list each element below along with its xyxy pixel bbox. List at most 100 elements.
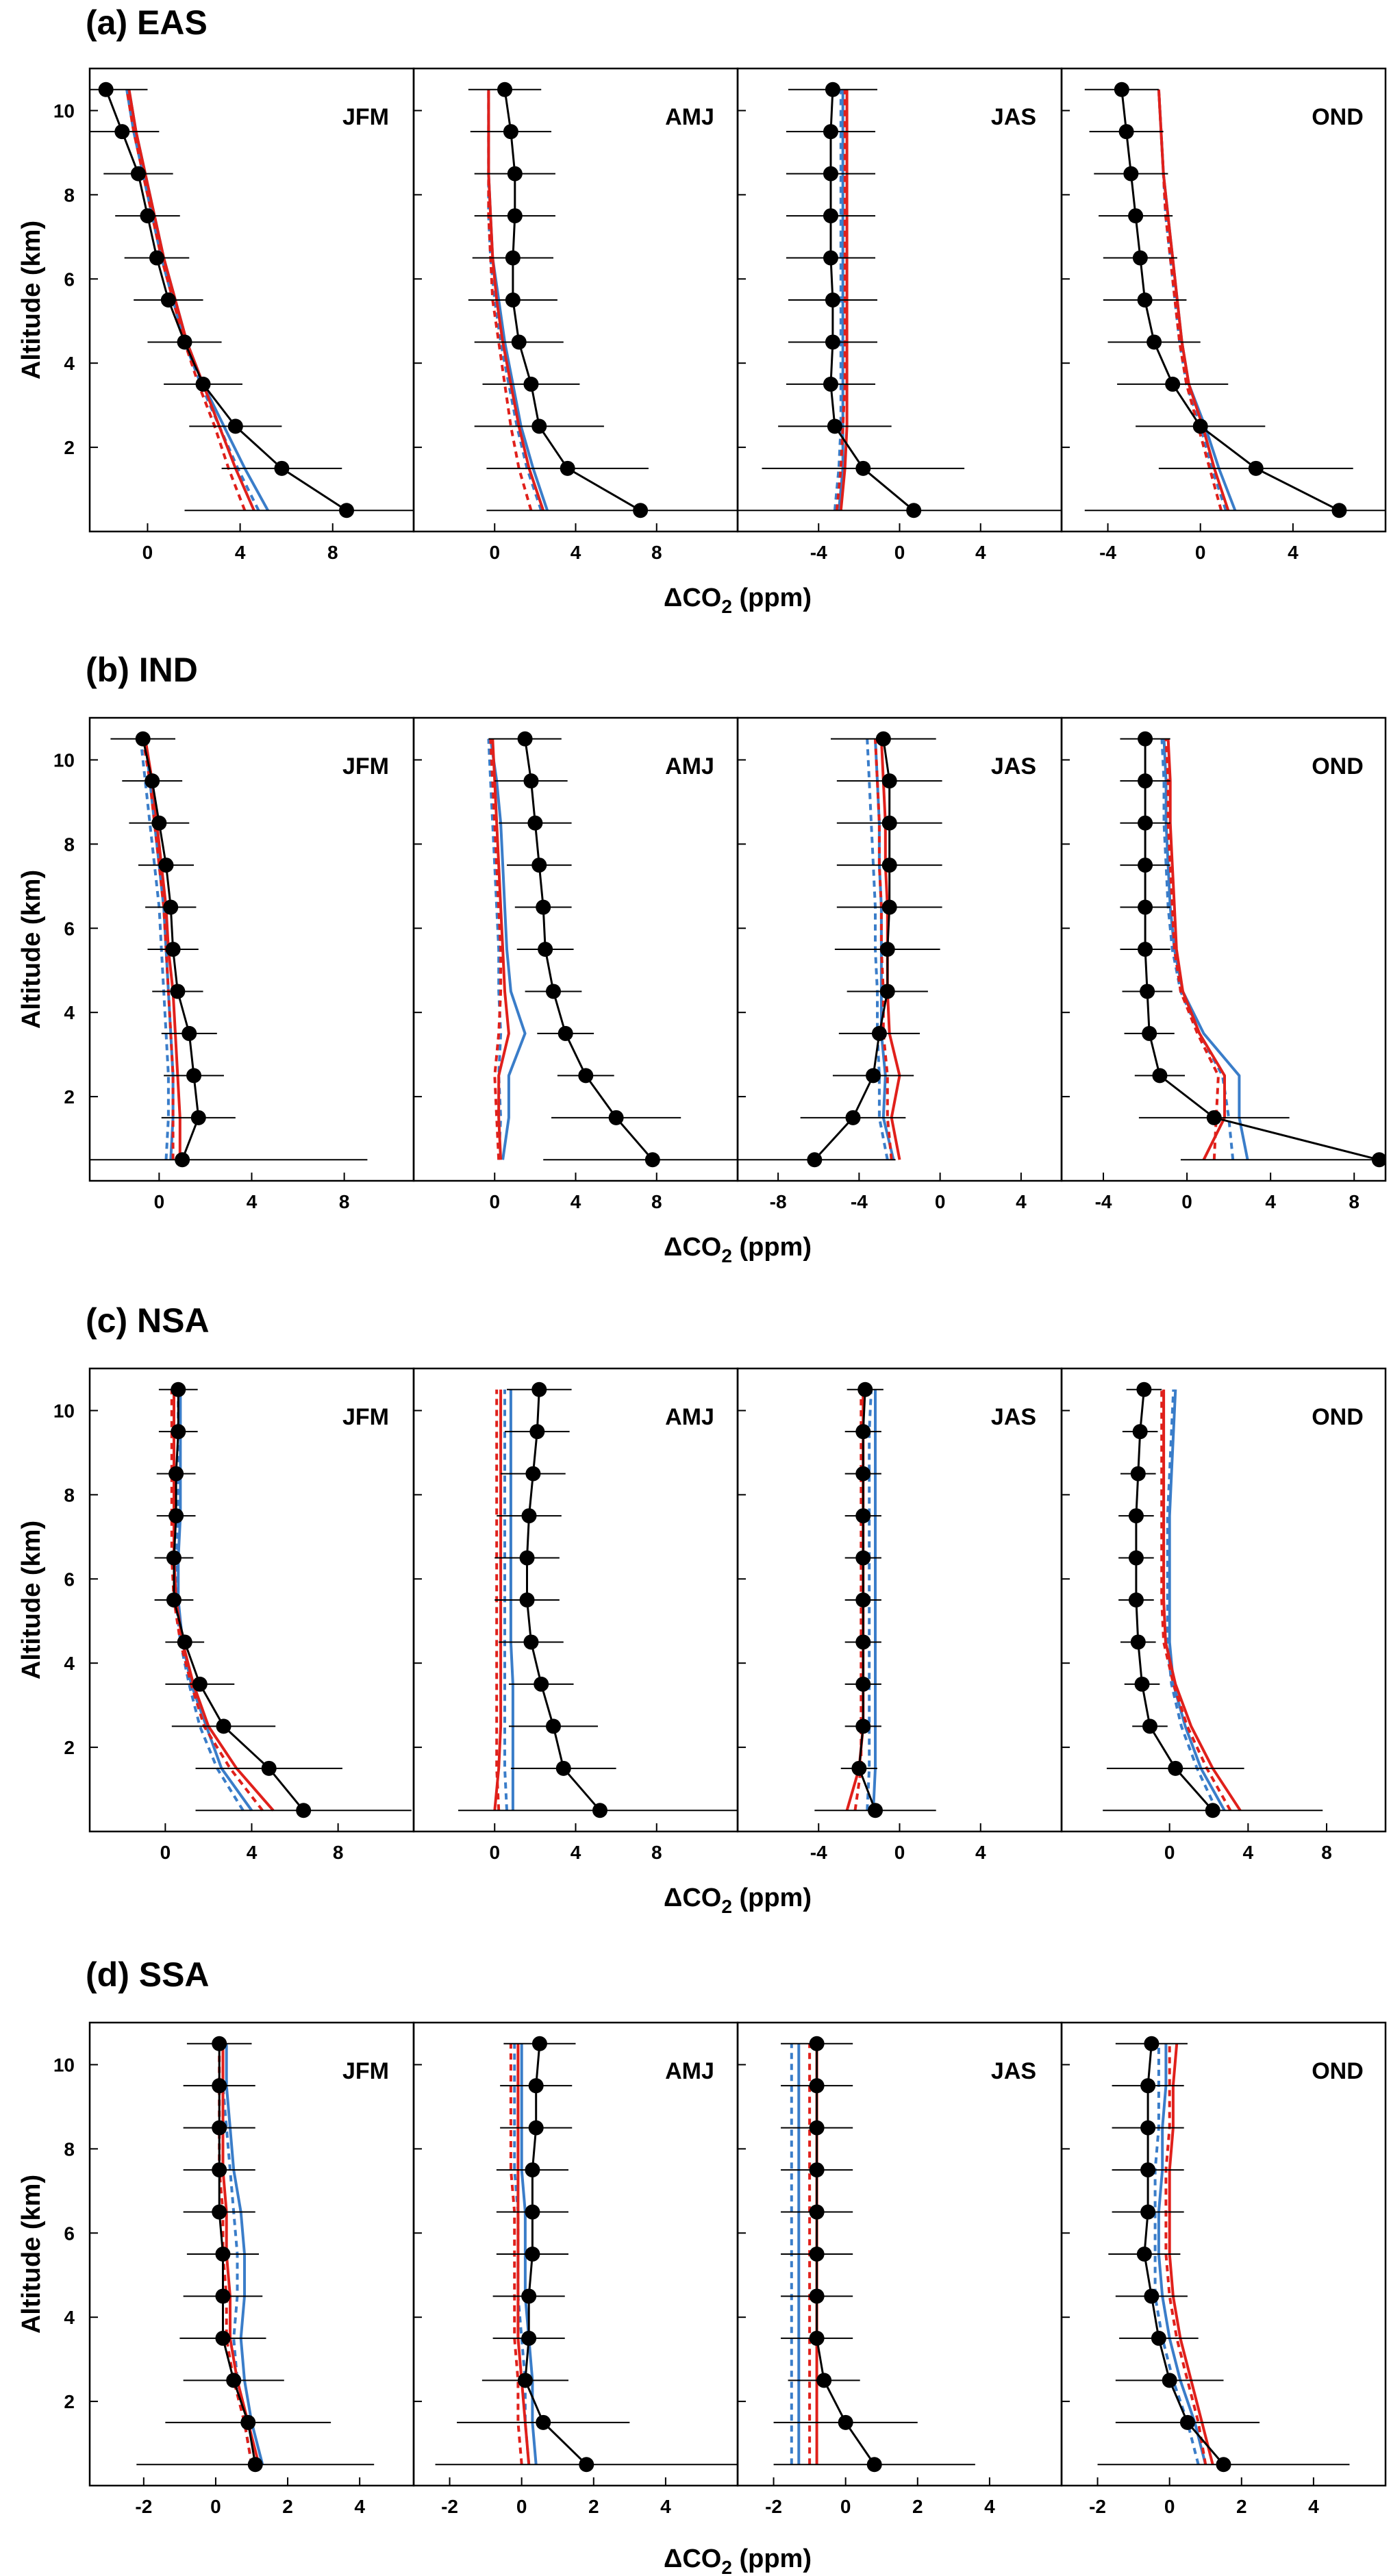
obs-point [1140, 984, 1155, 999]
obs-point [215, 2247, 231, 2262]
plot-frame [88, 716, 415, 1182]
x-tick-label: 0 [210, 2496, 221, 2517]
x-tick-label: 8 [327, 542, 338, 563]
obs-point [592, 1803, 607, 1818]
plot-frame [412, 2021, 739, 2487]
obs-point [165, 942, 181, 957]
panel-0: (a) EAS Altitude (km) 2 4 6 8 10 0 4 8 JFM 0 4 8 AMJ -4… [17, 3, 1387, 617]
obs-point [809, 2078, 825, 2094]
y-tick-label: 6 [64, 268, 75, 290]
y-tick-label: 8 [64, 2138, 75, 2160]
plot-frame [736, 1367, 1063, 1833]
obs-point [536, 899, 551, 915]
x-tick-label: 0 [489, 1191, 500, 1212]
obs-point [168, 1508, 184, 1524]
obs-point [1114, 82, 1129, 97]
x-tick-label: 4 [975, 542, 986, 563]
season-label: JFM [342, 2058, 389, 2084]
obs-point [212, 2120, 227, 2136]
y-axis-label: Altitude (km) [17, 870, 46, 1029]
x-tick-label: 0 [160, 1842, 171, 1863]
obs-point [866, 2457, 882, 2473]
obs-point [130, 166, 146, 182]
x-tick-label: -4 [1095, 1191, 1112, 1212]
obs-point [1371, 1152, 1386, 1168]
obs-point [881, 899, 897, 915]
x-tick-label: 0 [516, 2496, 527, 2517]
obs-point [212, 2204, 227, 2220]
plot-area [1120, 731, 1386, 1168]
obs-point [545, 1718, 561, 1734]
obs-point [557, 1025, 573, 1041]
obs-point [177, 334, 192, 350]
x-tick-label: 4 [1288, 542, 1299, 563]
obs-point [529, 1424, 545, 1440]
x-tick-label: 4 [1016, 1191, 1027, 1212]
x-tick-label: 0 [1164, 1842, 1175, 1863]
x-tick-label: -4 [810, 1842, 827, 1863]
season-label: JAS [991, 2058, 1036, 2084]
obs-point [531, 2036, 547, 2051]
x-tick-label: 0 [1164, 2496, 1175, 2517]
plot-area [1084, 82, 1386, 518]
blue-solid-line [489, 738, 527, 1160]
obs-point [521, 2330, 537, 2346]
season-label: AMJ [665, 2058, 714, 2084]
x-tick-label: 4 [660, 2496, 671, 2517]
obs-point [1123, 166, 1139, 182]
red-solid-line [1166, 738, 1226, 1161]
obs-point [525, 2204, 540, 2220]
x-axis-label: ΔCO2 (ppm) [664, 1233, 812, 1266]
obs-point [1136, 2247, 1152, 2262]
obs-point [855, 460, 871, 476]
plot-area [738, 82, 1062, 518]
obs-point [1192, 418, 1208, 434]
obs-point [521, 2288, 537, 2304]
x-tick-label: -2 [1089, 2496, 1106, 2517]
obs-point [845, 1110, 861, 1125]
blue-dashed-line [1153, 2043, 1200, 2465]
y-tick-label: 10 [53, 1400, 75, 1421]
x-tick-label: 0 [1181, 1191, 1192, 1212]
obs-point [212, 2036, 227, 2051]
plot-area [1097, 2036, 1350, 2473]
red-dashed-line [1164, 738, 1220, 1160]
obs-point [807, 1152, 823, 1168]
obs-point [1140, 2204, 1156, 2220]
x-tick-label: 4 [247, 1191, 258, 1212]
obs-point [906, 503, 922, 518]
obs-point [1138, 942, 1153, 957]
x-tick-label: 8 [339, 1191, 350, 1212]
season-label: OND [1312, 104, 1364, 130]
y-axis-label: Altitude (km) [17, 1521, 46, 1679]
y-tick-label: 2 [64, 1737, 75, 1758]
x-tick-label: 2 [282, 2496, 293, 2517]
season-label: OND [1312, 2058, 1364, 2084]
obs-point [531, 418, 547, 434]
obs-point [170, 984, 186, 999]
obs-point [827, 418, 842, 434]
obs-point [523, 376, 539, 392]
obs-point [151, 815, 167, 831]
obs-point [98, 82, 114, 97]
obs-point [261, 1760, 277, 1776]
obs-point [519, 1592, 535, 1608]
obs-point [1165, 376, 1181, 392]
obs-point [1130, 1634, 1146, 1650]
obs-point [507, 208, 523, 224]
obs-point [855, 1550, 871, 1566]
obs-point [171, 1381, 186, 1397]
obs-point [879, 984, 895, 999]
season-label: JFM [342, 104, 389, 130]
obs-point [555, 1760, 571, 1776]
red-solid-line [1162, 1389, 1242, 1812]
obs-point [536, 2414, 551, 2430]
x-tick-label: 8 [333, 1842, 344, 1863]
plot-area [435, 2036, 738, 2473]
panel-title: (a) EAS [86, 3, 208, 42]
subplot-ond: -4 0 4 OND [1060, 67, 1387, 563]
season-label: JAS [991, 1404, 1036, 1430]
x-tick-label: 2 [912, 2496, 923, 2517]
obs-point [1140, 2078, 1156, 2094]
